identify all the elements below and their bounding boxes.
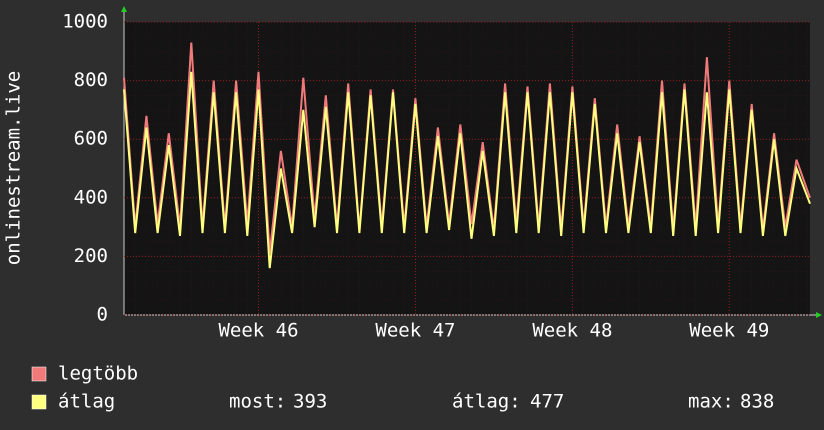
stat-value: 393 bbox=[293, 391, 327, 413]
stat-label: max: bbox=[688, 391, 734, 413]
legend-label: átlag bbox=[58, 391, 115, 413]
x-tick-label: Week 48 bbox=[532, 320, 612, 342]
minor-grid bbox=[124, 22, 810, 315]
stat-value: 838 bbox=[740, 391, 774, 413]
x-tick-label: Week 46 bbox=[218, 320, 298, 342]
x-arrow bbox=[816, 312, 822, 318]
x-tick-label: Week 49 bbox=[689, 320, 769, 342]
y-tick-label: 400 bbox=[74, 186, 108, 208]
y-tick-label: 200 bbox=[74, 245, 108, 267]
y-tick-label: 800 bbox=[74, 69, 108, 91]
legend-swatch bbox=[31, 366, 47, 382]
stat-value: 477 bbox=[530, 391, 564, 413]
stat-label: most: bbox=[229, 391, 286, 413]
y-tick-label: 1000 bbox=[62, 11, 108, 33]
y-tick-label: 0 bbox=[97, 304, 108, 326]
stat-label: átlag: bbox=[452, 391, 521, 413]
legend-swatch bbox=[31, 394, 47, 410]
y-arrow bbox=[121, 6, 127, 12]
legend: legtöbb átlag most: 393 átlag: 477 max: 838 bbox=[31, 363, 774, 413]
series-line bbox=[123, 71, 811, 269]
legend-label: legtöbb bbox=[58, 363, 138, 385]
lines bbox=[123, 42, 811, 269]
y-tick-label: 600 bbox=[74, 128, 108, 150]
y-axis-label: onlinestream.live bbox=[3, 71, 25, 265]
x-tick-label: Week 47 bbox=[375, 320, 455, 342]
